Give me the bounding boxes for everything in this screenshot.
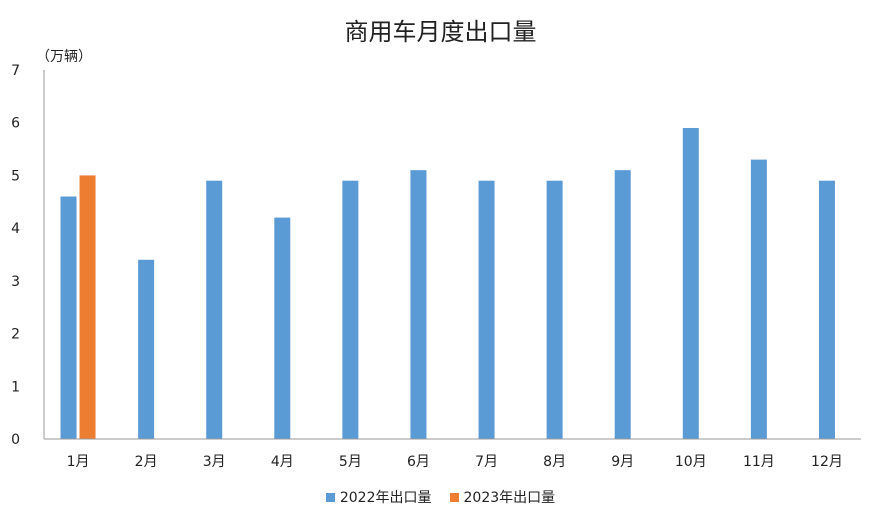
x-tick-label: 10月 <box>675 454 707 470</box>
x-tick-label: 7月 <box>475 454 498 470</box>
x-tick-label: 6月 <box>407 454 430 470</box>
bar-2022-9 <box>614 170 631 439</box>
bar-2022-10 <box>682 127 699 439</box>
y-axis-unit-label: （万辆） <box>36 49 92 65</box>
y-tick-label: 3 <box>11 274 20 290</box>
x-tick-label: 4月 <box>271 454 294 470</box>
y-tick-label: 6 <box>11 116 20 132</box>
legend-label-2022: 2022年出口量 <box>339 490 432 506</box>
x-tick-label: 11月 <box>743 454 775 470</box>
legend: 2022年出口量 2023年出口量 <box>0 487 881 507</box>
bar-2022-8 <box>546 180 563 439</box>
x-tick-label: 12月 <box>811 454 843 470</box>
y-tick-label: 0 <box>11 432 20 448</box>
x-tick-label: 8月 <box>543 454 566 470</box>
legend-swatch-2022 <box>325 492 335 502</box>
bar-2022-1 <box>60 196 77 439</box>
x-tick-label: 2月 <box>135 454 158 470</box>
y-tick-label: 7 <box>11 63 20 79</box>
x-tick-label: 1月 <box>67 454 90 470</box>
bar-2022-2 <box>138 259 155 439</box>
bar-2022-7 <box>478 180 495 439</box>
bar-2022-6 <box>410 170 427 439</box>
x-tick-label: 5月 <box>339 454 362 470</box>
legend-item-2023: 2023年出口量 <box>449 487 556 507</box>
bar-2022-12 <box>818 180 835 439</box>
bar-2022-4 <box>274 217 291 439</box>
legend-item-2022: 2022年出口量 <box>325 487 432 507</box>
bar-2023-1 <box>79 175 96 439</box>
y-tick-label: 1 <box>11 379 20 395</box>
bar-2022-5 <box>342 180 359 439</box>
y-tick-label: 5 <box>11 168 20 184</box>
legend-swatch-2023 <box>449 492 459 502</box>
bar-2022-11 <box>750 159 767 439</box>
y-tick-label: 4 <box>11 221 20 237</box>
x-tick-label: 3月 <box>203 454 226 470</box>
y-tick-label: 2 <box>11 327 20 343</box>
x-tick-label: 9月 <box>611 454 634 470</box>
bar-2022-3 <box>206 180 223 439</box>
legend-label-2023: 2023年出口量 <box>463 490 556 506</box>
chart-title: 商用车月度出口量 <box>344 18 537 46</box>
